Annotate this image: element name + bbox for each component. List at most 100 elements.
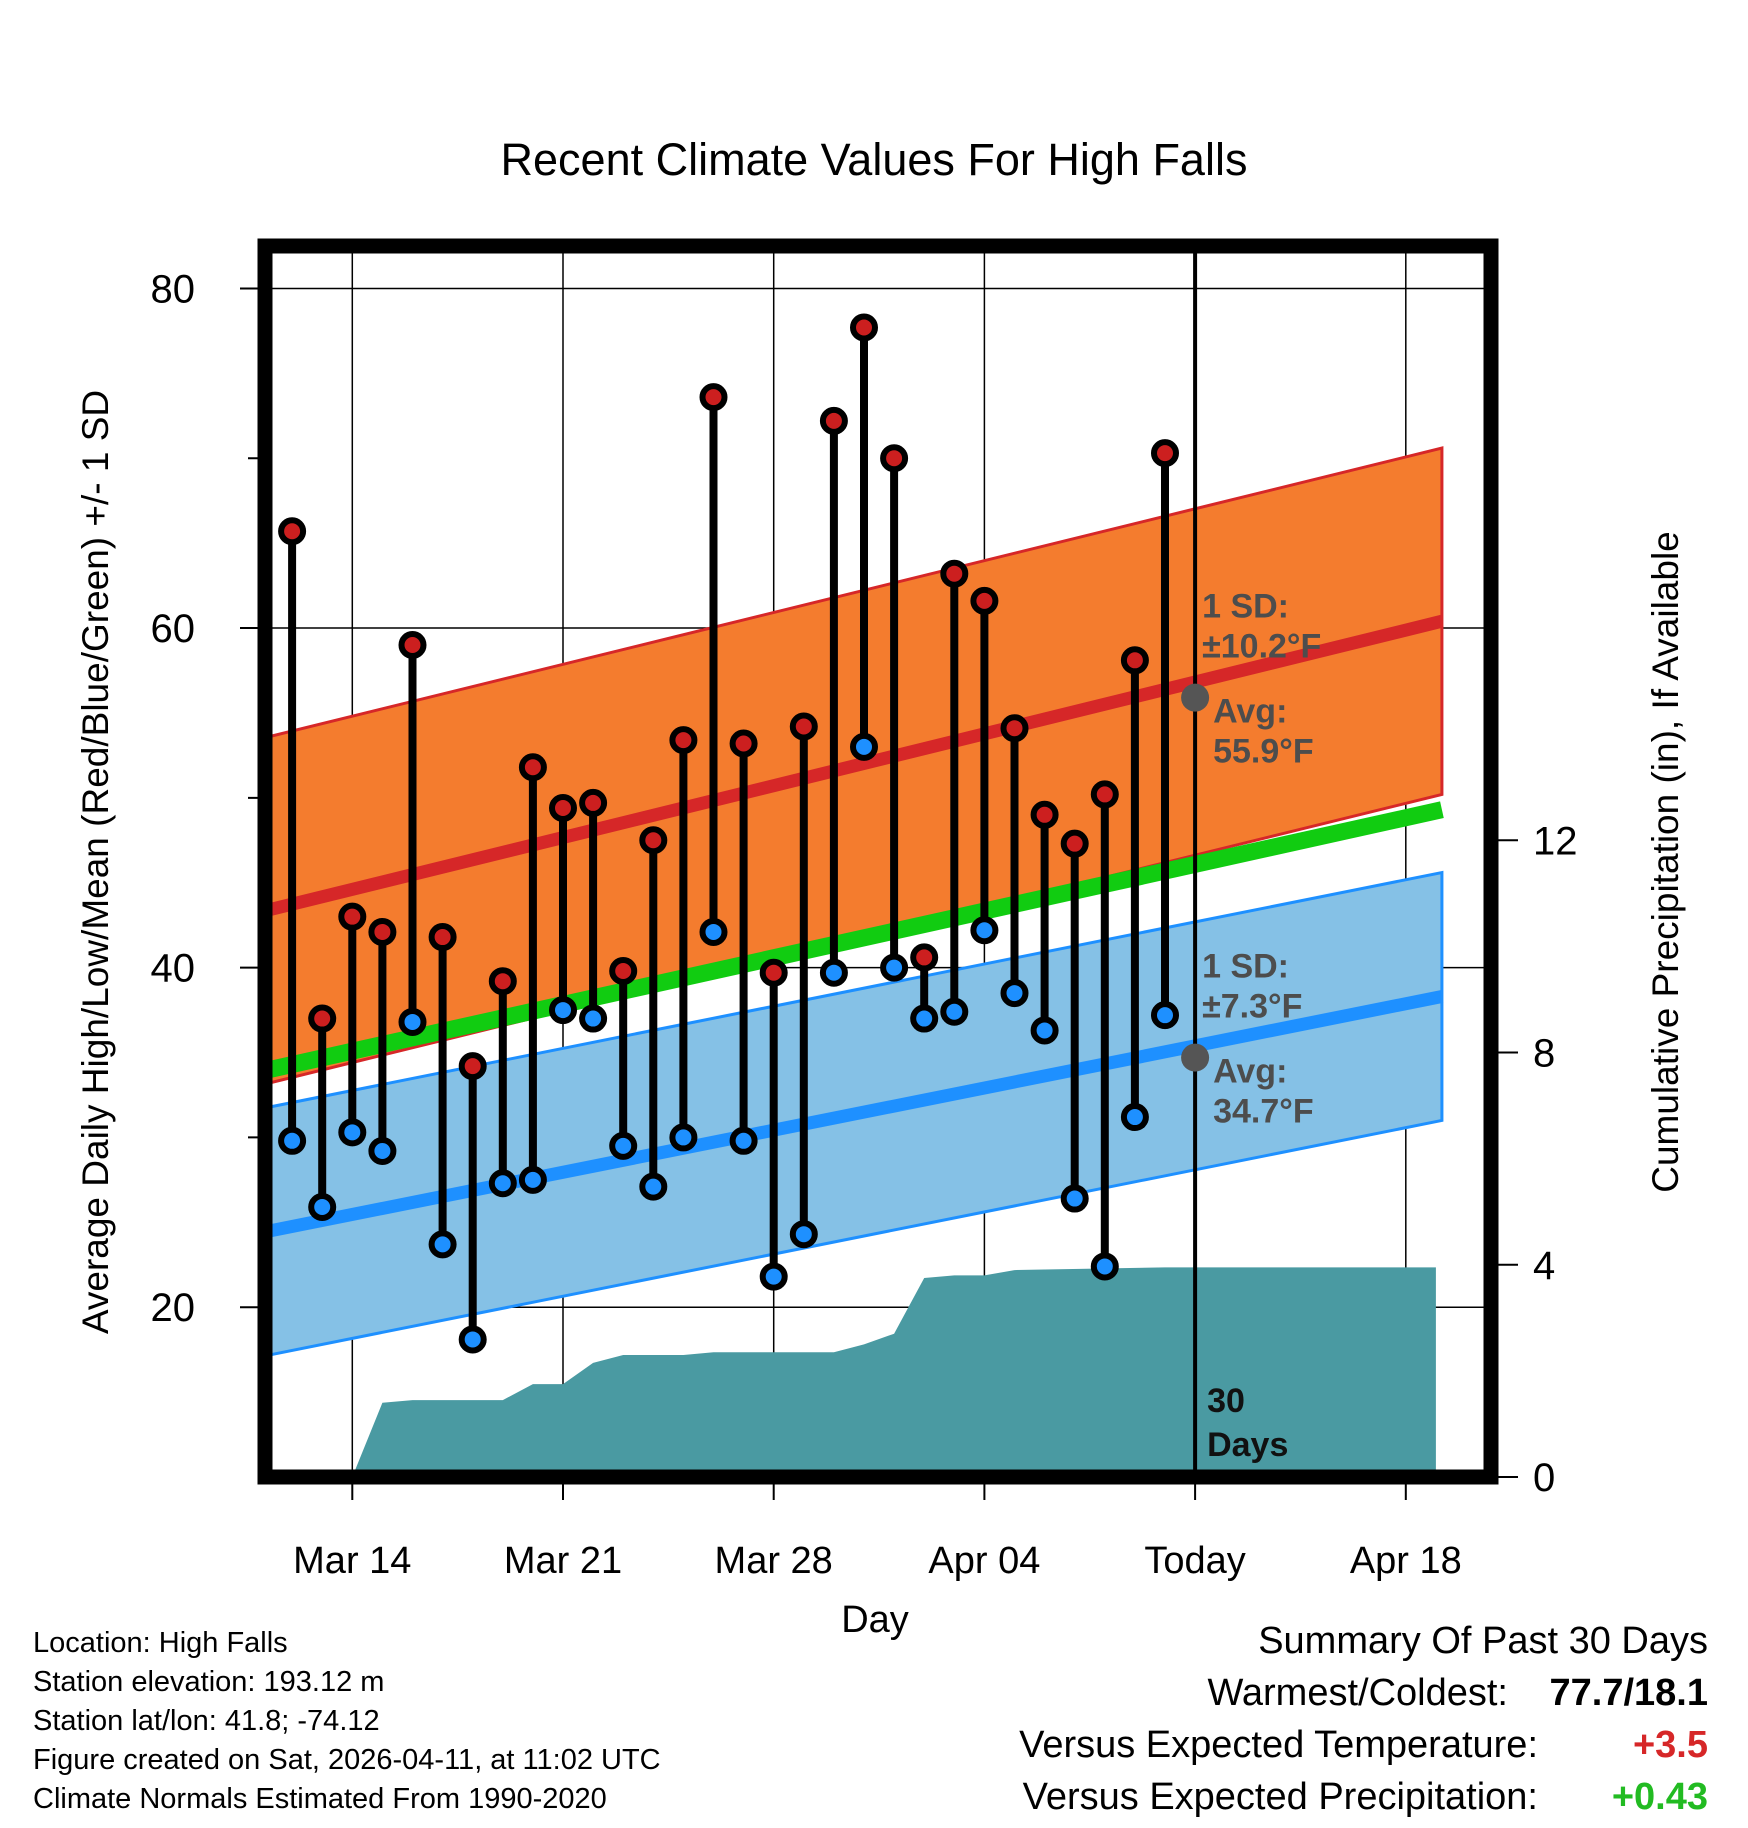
y-axis-label-left: Average Daily High/Low/Mean (Red/Blue/Gr… (75, 390, 116, 1334)
low-avg-value: 34.7°F (1213, 1093, 1314, 1131)
high-avg-label: Avg: (1213, 693, 1287, 731)
daily-high-point (458, 1052, 487, 1081)
axes: 20 40 60 80 0 4 8 12 Mar 14 Mar 21 Mar 28 Apr 04 Tod… (151, 267, 1578, 1582)
daily-low-point (1000, 979, 1029, 1008)
daily-low-point (549, 996, 577, 1025)
daily-high-point (368, 917, 397, 946)
x-tick-label: Mar 28 (715, 1540, 833, 1582)
daily-high-point (1120, 646, 1149, 675)
chart-title: Recent Climate Values For High Falls (501, 134, 1248, 185)
daily-low-point (428, 1230, 457, 1259)
daily-low-point (789, 1220, 818, 1249)
y-axis-label-right: Cumulative Precipitation (in), If Availa… (1645, 531, 1686, 1193)
daily-high-point (850, 313, 878, 342)
normal-high-line (265, 614, 1444, 918)
daily-low-point (398, 1007, 427, 1036)
y-tick-label: 20 (151, 1286, 196, 1330)
daily-high-point (699, 383, 728, 412)
daily-high-point (1000, 714, 1029, 743)
location-text: Location: High Falls (33, 1627, 288, 1659)
daily-high-point (488, 967, 517, 996)
y-tick-label: 60 (151, 607, 196, 651)
high-avg-marker (1181, 683, 1210, 712)
precip-label: Versus Expected Precipitation: (1022, 1776, 1538, 1818)
low-avg-label: Avg: (1213, 1053, 1287, 1091)
daily-low-point (1120, 1103, 1149, 1132)
daily-high-point (1030, 800, 1059, 829)
today-days-number: 30 (1207, 1382, 1245, 1420)
y-right-tick-label: 8 (1533, 1032, 1555, 1076)
temp-label: Versus Expected Temperature: (1019, 1724, 1538, 1766)
daily-low-point (970, 916, 999, 945)
daily-low-point (609, 1131, 638, 1160)
y-tick-label: 80 (151, 267, 196, 311)
daily-low-point (729, 1126, 758, 1155)
daily-low-point (1090, 1252, 1119, 1281)
daily-low-point (1030, 1016, 1059, 1045)
daily-low-point (699, 917, 728, 946)
daily-high-point (729, 729, 758, 758)
daily-high-point (1090, 780, 1119, 809)
x-tick-label: Mar 21 (504, 1540, 622, 1582)
summary-warmest-row: Warmest/Coldest: 77.7/18.1 (1207, 1672, 1708, 1715)
daily-high-point (880, 444, 909, 473)
daily-low-point (1151, 1001, 1179, 1030)
today-days-text: Days (1207, 1426, 1288, 1464)
daily-low-point (579, 1004, 608, 1033)
daily-high-point (1060, 829, 1089, 858)
summary-temp-row: Versus Expected Temperature: +3.5 (1019, 1724, 1708, 1767)
daily-high-point (1151, 439, 1179, 468)
daily-low-point (458, 1325, 487, 1354)
daily-low-point (518, 1165, 547, 1194)
high-avg-value: 55.9°F (1213, 733, 1314, 771)
created-text: Figure created on Sat, 2026-04-11, at 11… (33, 1744, 661, 1776)
precipitation-area (265, 1267, 1436, 1477)
warmest-label: Warmest/Coldest: (1207, 1672, 1508, 1714)
daily-low-point (639, 1172, 668, 1201)
normals-text: Climate Normals Estimated From 1990-2020 (33, 1783, 607, 1815)
daily-high-point (910, 943, 939, 972)
daily-high-point (609, 957, 638, 986)
summary-title: Summary Of Past 30 Days (1258, 1620, 1708, 1662)
y-right-tick-label: 4 (1533, 1244, 1555, 1288)
y-tick-label: 40 (151, 947, 196, 991)
daily-low-point (338, 1118, 367, 1147)
daily-high-point (398, 631, 427, 660)
daily-high-point (278, 517, 307, 546)
low-sd-label: 1 SD: (1202, 948, 1289, 986)
x-tick-label: Today (1144, 1540, 1245, 1582)
daily-low-point (940, 997, 969, 1026)
daily-high-point (789, 712, 818, 741)
temp-value: +3.5 (1632, 1724, 1708, 1766)
daily-high-point (338, 902, 367, 931)
high-sd-label: 1 SD: (1202, 588, 1289, 626)
low-avg-marker (1181, 1043, 1210, 1072)
normal-low-line (265, 990, 1444, 1239)
daily-high-point (940, 559, 969, 588)
daily-low-point (278, 1126, 307, 1155)
daily-low-point (910, 1004, 939, 1033)
y-right-tick-label: 0 (1533, 1456, 1555, 1500)
y-right-tick-label: 12 (1533, 819, 1578, 863)
daily-low-point (880, 953, 909, 982)
daily-low-point (850, 732, 878, 761)
precip-value: +0.43 (1611, 1776, 1708, 1818)
daily-high-point (970, 586, 999, 615)
daily-low-point (759, 1262, 788, 1291)
daily-high-point (819, 406, 848, 435)
x-tick-label: Apr 18 (1350, 1540, 1462, 1582)
daily-low-point (819, 958, 848, 987)
elevation-text: Station elevation: 193.12 m (33, 1666, 385, 1698)
daily-high-point (579, 788, 608, 817)
high-sd-value: ±10.2°F (1202, 628, 1321, 666)
plot-frame (257, 238, 1499, 1485)
low-sd-value: ±7.3°F (1202, 988, 1302, 1026)
x-tick-label: Mar 14 (293, 1540, 411, 1582)
daily-high-point (308, 1004, 337, 1033)
summary-panel: Summary Of Past 30 Days Warmest/Coldest:… (808, 1620, 1708, 1820)
daily-low-point (669, 1123, 698, 1152)
x-axis-label: Day (841, 1599, 909, 1641)
